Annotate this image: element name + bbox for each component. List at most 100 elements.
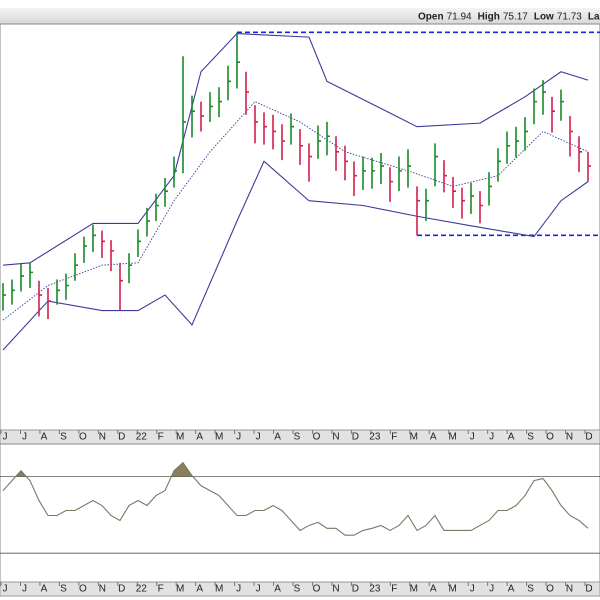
x-tick-label: J [3,584,8,595]
x-tick-label: M [449,584,457,595]
price-bar [416,186,420,236]
price-bar [83,236,87,263]
x-tick-label: N [332,432,339,443]
x-tick-label: J [22,584,27,595]
bollinger-band [2,32,589,266]
x-tick-label: N [332,584,339,595]
price-bar [2,283,6,311]
x-tick-label: O [546,432,554,443]
x-tick-label: J [22,432,27,443]
price-bar [407,149,411,188]
x-tick-label: J [470,432,475,443]
rsi-line [2,461,589,536]
x-tick-label: J [489,584,494,595]
price-bar [128,253,132,284]
price-bar [236,32,240,89]
x-tick-label: 23 [369,584,381,595]
price-bar [470,182,474,214]
x-tick-label: A [41,432,48,443]
x-tick-label: N [99,432,106,443]
price-bar [182,56,186,174]
price-bar [551,96,555,133]
price-bar [371,157,375,189]
price-bar [335,136,339,171]
price-bar [380,152,384,185]
price-bar [263,112,267,145]
price-bar [65,273,69,300]
price-bar [587,151,591,182]
price-bar [326,121,330,156]
x-tick-label: O [313,584,321,595]
price-bar [353,161,357,196]
x-tick-label: J [236,584,241,595]
x-tick-label: A [508,584,515,595]
bollinger-band [2,101,589,321]
price-bar [146,207,150,237]
x-axis-strip [0,581,600,597]
price-bar [533,88,537,125]
price-bar [443,160,447,193]
x-tick-label: A [430,584,437,595]
x-tick-label: D [352,584,359,595]
x-tick-label: M [215,432,223,443]
price-bar [488,172,492,206]
x-tick-label: J [256,584,261,595]
price-bar [506,131,510,164]
price-bar [281,124,285,161]
header-label: Open [418,12,444,23]
price-bar [308,143,312,182]
x-tick-label: N [566,432,573,443]
price-bar [398,156,402,192]
header-value: 71.73 [557,12,582,23]
x-tick-label: D [585,584,592,595]
price-bar [110,240,114,272]
x-tick-label: A [430,432,437,443]
x-tick-label: O [79,584,87,595]
price-bar [200,101,204,132]
rsi-fill [15,462,193,477]
price-bar [542,80,546,115]
price-bar [254,105,258,144]
x-tick-label: 23 [369,432,381,443]
x-tick-label: A [196,432,203,443]
header-label: Last [588,12,600,23]
x-tick-label: M [410,432,418,443]
price-bar [479,191,483,224]
x-tick-label: J [470,584,475,595]
x-tick-label: M [176,584,184,595]
price-bar [524,117,528,151]
x-tick-label: A [274,584,281,595]
price-bar [38,280,42,317]
x-tick-label: 22 [136,584,148,595]
price-bar [47,287,51,319]
x-tick-label: O [313,432,321,443]
bollinger-band [2,160,589,351]
price-panel [0,23,600,431]
x-tick-label: M [176,432,184,443]
price-bar [119,262,123,311]
header-bar [0,8,600,24]
x-tick-label: S [294,432,301,443]
price-bar [461,187,465,219]
x-tick-label: A [508,432,515,443]
header-value: 71.94 [447,12,472,23]
x-tick-label: N [566,584,573,595]
x-tick-label: D [585,432,592,443]
header-label: High [478,12,500,23]
x-tick-label: N [99,584,106,595]
price-bar [452,176,456,208]
price-bar [497,148,501,182]
x-tick-label: D [118,584,125,595]
price-bar [578,136,582,173]
price-bar [569,115,573,157]
x-tick-label: S [527,584,534,595]
price-bar [20,264,24,292]
price-bar [272,114,276,150]
x-tick-label: S [527,432,534,443]
price-bar [560,89,564,121]
x-tick-label: F [391,432,397,443]
price-bar [101,230,105,259]
price-bar [164,178,168,207]
x-tick-label: M [410,584,418,595]
